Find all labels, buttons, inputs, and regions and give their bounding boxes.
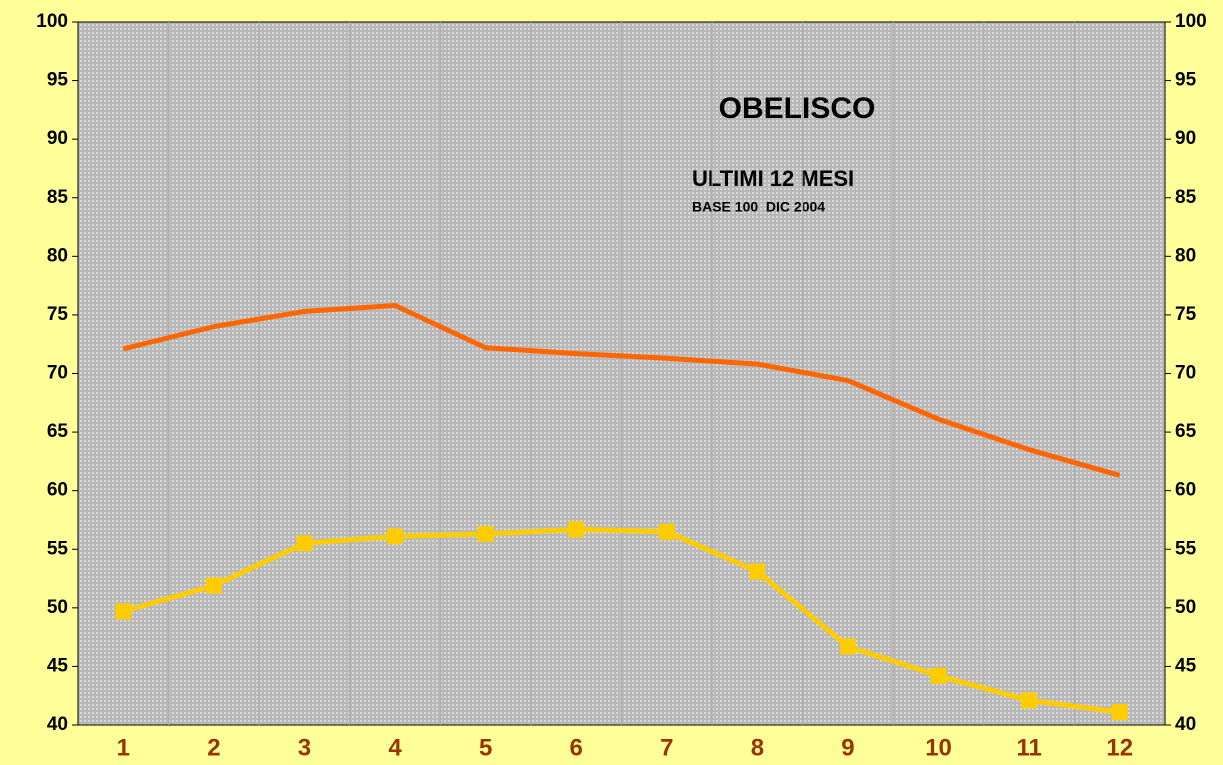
y2-tick-label: 65 [1175, 421, 1197, 442]
series-marker [1021, 692, 1038, 709]
series-marker [930, 667, 947, 684]
series-marker [1111, 704, 1128, 721]
y2-tick-label: 85 [1175, 187, 1197, 208]
series-line [122, 303, 1121, 478]
y-tick-label: 40 [47, 714, 68, 735]
x-tick-label: 9 [841, 734, 854, 761]
series-marker [296, 535, 313, 552]
chart-title: OBELISCO [719, 92, 876, 125]
x-tick-label: 5 [479, 734, 492, 761]
y-tick-label: 90 [47, 128, 68, 149]
y2-tick-label: 100 [1175, 11, 1207, 32]
series-marker [749, 563, 766, 580]
annotation: BASE 100 DIC 2004 [692, 199, 825, 215]
y2-tick-label: 75 [1175, 304, 1197, 325]
x-tick-label: 12 [1106, 734, 1133, 761]
y-tick-label: 65 [47, 421, 69, 442]
x-tick-label: 11 [1016, 734, 1041, 761]
y-tick-label: 60 [47, 480, 68, 501]
x-tick-label: 7 [660, 734, 673, 761]
series-marker [839, 638, 856, 655]
series-marker [205, 577, 222, 594]
y2-tick-label: 40 [1175, 714, 1196, 735]
x-tick-label: 4 [388, 734, 402, 761]
y2-tick-label: 60 [1175, 480, 1196, 501]
y-tick-label: 95 [47, 70, 69, 91]
x-tick-label: 10 [925, 734, 952, 761]
x-tick-label: 3 [298, 734, 311, 761]
y-tick-label: 50 [47, 597, 68, 618]
subtitle: ULTIMI 12 MESI [692, 166, 854, 191]
x-tick-label: 2 [207, 734, 220, 761]
y2-tick-label: 55 [1175, 538, 1197, 559]
x-tick-label: 8 [751, 734, 764, 761]
y-tick-label: 70 [47, 363, 68, 384]
x-tick-label: 1 [117, 734, 130, 761]
y2-tick-label: 80 [1175, 245, 1196, 266]
y-tick-label: 45 [47, 655, 69, 676]
y2-tick-label: 45 [1175, 655, 1197, 676]
series-marker [115, 603, 132, 620]
y-tick-label: 75 [47, 304, 69, 325]
series-marker [477, 526, 494, 543]
y2-tick-label: 50 [1175, 597, 1196, 618]
y2-tick-label: 90 [1175, 128, 1196, 149]
series-marker [387, 528, 404, 545]
y-tick-label: 80 [47, 245, 68, 266]
x-tick-label: 6 [570, 734, 583, 761]
series-marker [658, 523, 675, 540]
y2-tick-label: 70 [1175, 363, 1196, 384]
series-marker [568, 521, 585, 538]
series-line [122, 526, 1121, 715]
y-tick-label: 55 [47, 538, 69, 559]
y2-tick-label: 95 [1175, 70, 1197, 91]
y-tick-label: 85 [47, 187, 69, 208]
y-tick-label: 100 [36, 11, 68, 32]
